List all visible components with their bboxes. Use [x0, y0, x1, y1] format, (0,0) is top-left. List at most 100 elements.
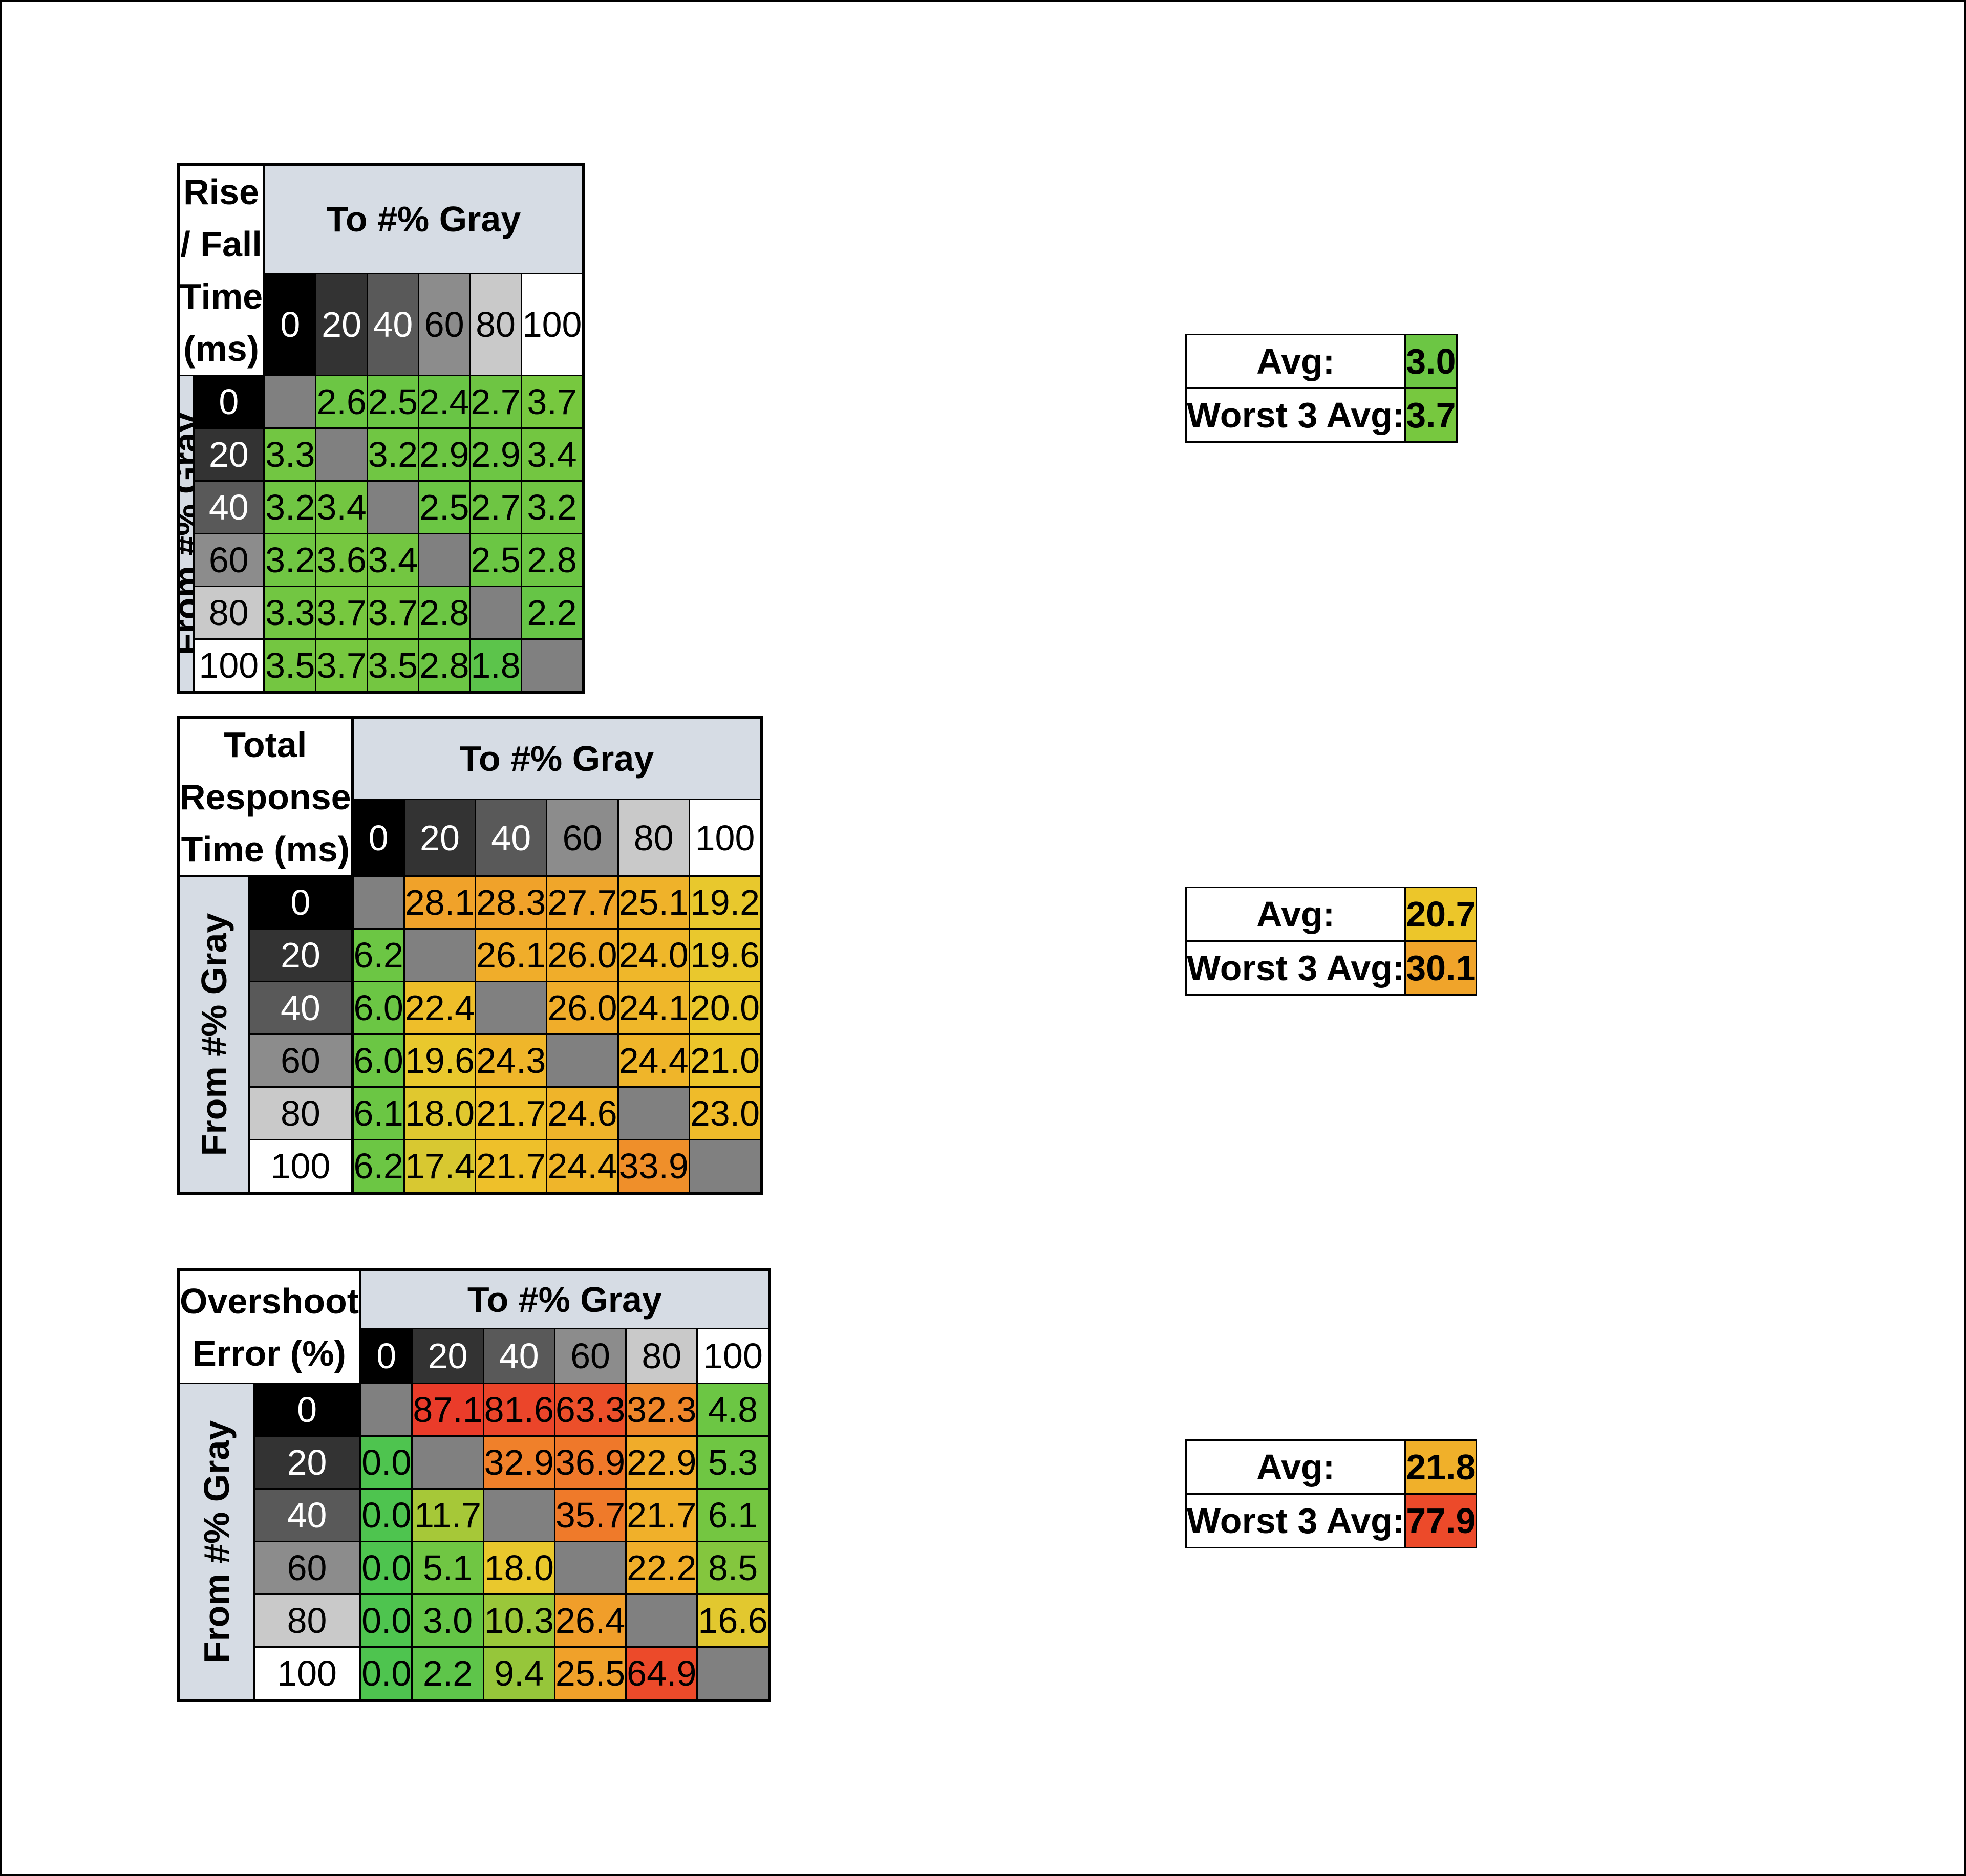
row-header-0: 0 — [193, 375, 266, 429]
table-row: 100 3.5 3.7 3.5 2.8 1.8 — [178, 638, 584, 694]
data-cell: 11.7 — [411, 1488, 484, 1542]
table-row: From #% Gray 0 87.1 81.6 63.3 32.3 4.8 — [177, 1383, 771, 1701]
column-header-20: 20 — [411, 1328, 484, 1384]
data-cell: 2.9 — [418, 427, 471, 482]
table-title: Total Response Time (ms) — [177, 716, 354, 877]
data-cell: 2.6 — [315, 375, 368, 429]
from-gray-header: From #% Gray — [177, 375, 195, 694]
table-row: From #% Gray 0 2.6 2.5 2.4 2.7 3.7 — [177, 375, 584, 694]
diagonal-cell — [366, 480, 420, 534]
row-header-60: 60 — [253, 1541, 362, 1595]
diagonal-cell — [418, 533, 471, 587]
table-title-line1: Overshoot — [180, 1281, 359, 1321]
avg-label: Avg: — [1185, 887, 1406, 942]
data-cell: 24.4 — [546, 1139, 619, 1194]
data-cell: 28.1 — [403, 875, 477, 930]
diagonal-cell — [482, 1488, 555, 1542]
avg-value: 20.7 — [1404, 887, 1478, 942]
column-header-20: 20 — [403, 799, 477, 877]
table-row: 60 6.0 19.6 24.3 24.4 21.0 — [178, 1033, 762, 1088]
data-cell: 22.9 — [625, 1435, 698, 1490]
column-header-0: 0 — [359, 1328, 413, 1384]
diagonal-cell — [696, 1646, 771, 1701]
data-cell: 19.2 — [688, 875, 762, 930]
table-row: 20 6.2 26.1 26.0 24.0 19.6 — [178, 928, 762, 982]
data-cell: 32.3 — [625, 1383, 698, 1437]
data-cell: 21.7 — [475, 1139, 548, 1194]
from-gray-label: From #% Gray — [197, 1420, 237, 1663]
row-header-40: 40 — [248, 981, 354, 1035]
column-header-80: 80 — [469, 272, 522, 377]
data-cell: 21.7 — [475, 1086, 548, 1140]
data-cell: 0.0 — [359, 1541, 413, 1595]
data-cell: 26.1 — [475, 928, 548, 982]
row-header-40: 40 — [253, 1488, 362, 1542]
data-cell: 18.0 — [482, 1541, 555, 1595]
row-header-60: 60 — [193, 533, 266, 587]
data-cell: 24.0 — [617, 928, 690, 982]
data-cell: 81.6 — [482, 1383, 555, 1437]
data-cell: 6.0 — [351, 1033, 405, 1088]
diagonal-cell — [351, 875, 405, 930]
worst-3-avg-value: 77.9 — [1404, 1493, 1478, 1548]
data-cell: 5.1 — [411, 1541, 484, 1595]
table-row: 40 0.0 11.7 35.7 21.7 6.1 — [178, 1488, 771, 1542]
data-cell: 5.3 — [696, 1435, 771, 1490]
data-cell: 10.3 — [482, 1593, 555, 1648]
data-cell: 24.4 — [617, 1033, 690, 1088]
data-cell: 2.8 — [418, 586, 471, 640]
data-cell: 2.5 — [418, 480, 471, 534]
table-title: Overshoot Error (%) — [177, 1269, 362, 1384]
data-cell: 23.0 — [688, 1086, 762, 1140]
summary-table: Avg: 21.8 Worst 3 Avg: 77.9 — [1185, 1439, 1478, 1548]
column-header-100: 100 — [688, 799, 762, 877]
table-title-line2: Error (%) — [193, 1333, 346, 1373]
avg-label: Avg: — [1185, 1439, 1406, 1495]
diagonal-cell — [475, 981, 548, 1035]
diagonal-cell — [359, 1383, 413, 1437]
row-header-20: 20 — [248, 928, 354, 982]
data-cell: 24.3 — [475, 1033, 548, 1088]
data-cell: 3.0 — [411, 1593, 484, 1648]
summary-table: Avg: 20.7 Worst 3 Avg: 30.1 — [1185, 887, 1478, 996]
table-row: 60 0.0 5.1 18.0 22.2 8.5 — [178, 1541, 771, 1595]
row-header-60: 60 — [248, 1033, 354, 1088]
heatmap-table: Overshoot Error (%) To #% Gray 0 20 40 60 80 100… — [177, 1268, 771, 1702]
worst-3-avg-label: Worst 3 Avg: — [1185, 1493, 1406, 1548]
row-header-80: 80 — [248, 1086, 354, 1140]
table-title-line1: Rise / Fall — [180, 172, 262, 264]
table-row: 80 0.0 3.0 10.3 26.4 16.6 — [178, 1593, 771, 1648]
data-cell: 2.2 — [411, 1646, 484, 1701]
avg-value: 3.0 — [1404, 334, 1458, 389]
data-cell: 3.3 — [263, 427, 317, 482]
data-cell: 26.0 — [546, 981, 619, 1035]
diagonal-cell — [403, 928, 477, 982]
diagonal-cell — [617, 1086, 690, 1140]
data-cell: 20.0 — [688, 981, 762, 1035]
from-gray-label: From #% Gray — [178, 412, 194, 655]
heatmap-table: Total Response Time (ms) To #% Gray 0 20 40 60… — [177, 716, 763, 1195]
data-cell: 2.5 — [469, 533, 522, 587]
diagonal-cell — [688, 1139, 762, 1194]
data-cell: 3.5 — [263, 638, 317, 694]
column-header-20: 20 — [315, 272, 368, 377]
data-cell: 3.4 — [520, 427, 584, 482]
from-gray-header: From #% Gray — [177, 1383, 255, 1701]
data-cell: 3.5 — [366, 638, 420, 694]
data-cell: 24.1 — [617, 981, 690, 1035]
row-header-20: 20 — [193, 427, 266, 482]
row-header-100: 100 — [193, 638, 266, 694]
data-cell: 3.7 — [520, 375, 584, 429]
row-header-80: 80 — [193, 586, 266, 640]
data-cell: 26.0 — [546, 928, 619, 982]
worst-3-avg-value: 30.1 — [1404, 940, 1478, 996]
to-gray-header: To #% Gray — [359, 1269, 771, 1329]
worst-3-avg-label: Worst 3 Avg: — [1185, 940, 1406, 996]
table-row: 20 3.3 3.2 2.9 2.9 3.4 — [178, 427, 584, 482]
data-cell: 3.7 — [366, 586, 420, 640]
summary-table: Avg: 3.0 Worst 3 Avg: 3.7 — [1185, 334, 1458, 443]
table-row: 40 6.0 22.4 26.0 24.1 20.0 — [178, 981, 762, 1035]
data-cell: 4.8 — [696, 1383, 771, 1437]
table-title-line2: Time (ms) — [180, 276, 263, 369]
data-cell: 28.3 — [475, 875, 548, 930]
